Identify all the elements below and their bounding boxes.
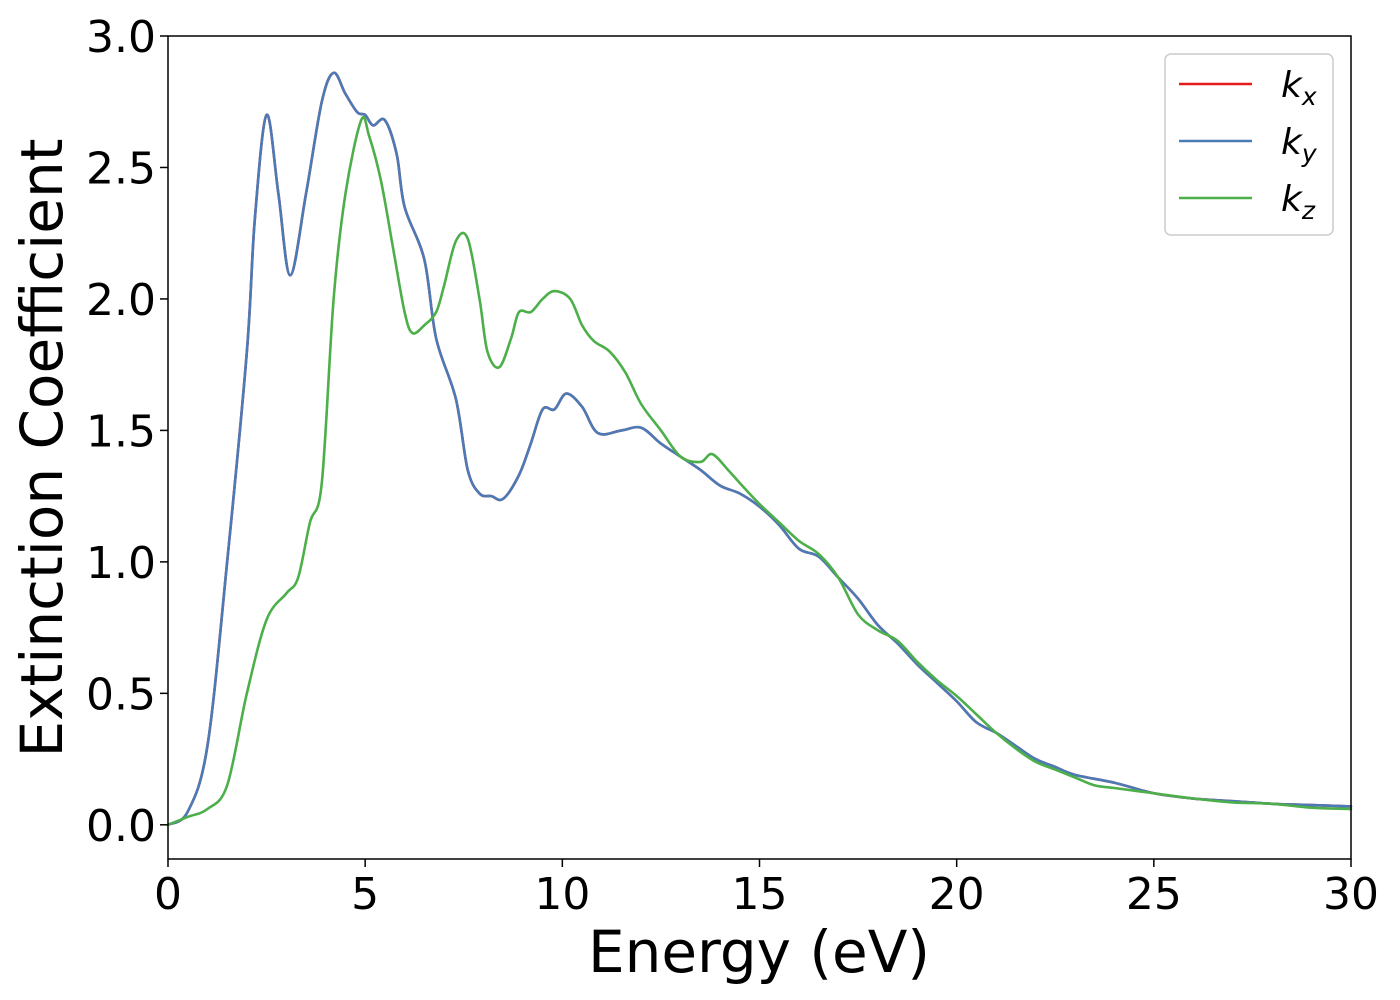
y-tick-label: 0.5	[86, 669, 156, 720]
legend-box	[1164, 53, 1334, 236]
x-tick-label: 20	[929, 869, 985, 920]
y-tick-label: 0.0	[86, 801, 156, 852]
y-tick-label: 3.0	[86, 12, 156, 63]
y-tick-label: 2.5	[86, 143, 156, 194]
x-tick-label: 10	[534, 869, 590, 920]
y-tick-label: 1.5	[86, 406, 156, 457]
x-tick-label: 5	[351, 869, 379, 920]
x-axis: 0 5 10 15 20 25 30	[154, 859, 1379, 920]
x-axis-title: Energy (eV)	[588, 918, 930, 986]
x-tick-label: 30	[1323, 869, 1379, 920]
x-tick-label: 25	[1126, 869, 1182, 920]
y-axis: 0.0 0.5 1.0 1.5 2.0 2.5 3.0	[86, 12, 168, 852]
x-tick-label: 0	[154, 869, 182, 920]
series-line-kz	[166, 115, 1353, 827]
y-tick-label: 1.0	[86, 538, 156, 589]
y-axis-title: Extinction Coefficient	[8, 139, 76, 758]
series-layer	[166, 71, 1353, 827]
y-tick-label: 2.0	[86, 275, 156, 326]
x-tick-label: 15	[732, 869, 788, 920]
